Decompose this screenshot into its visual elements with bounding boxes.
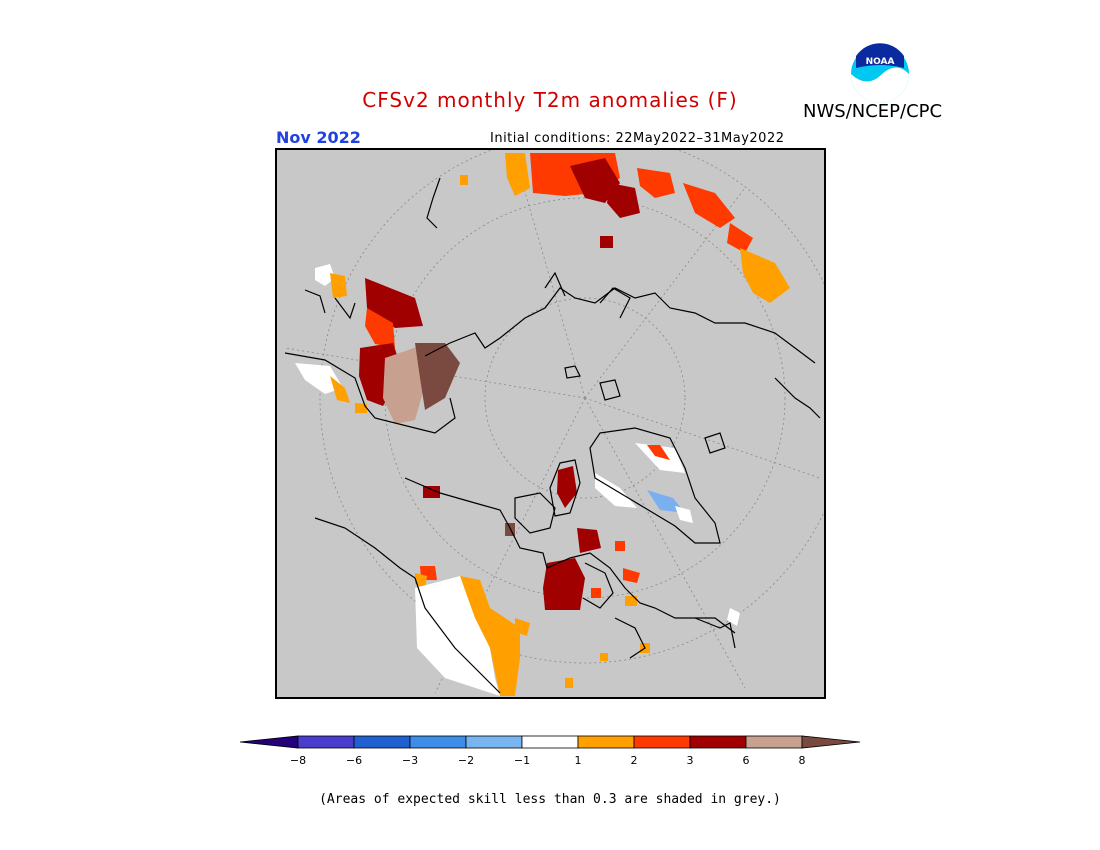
shade-redorange	[647, 445, 670, 460]
colorbar-tick-label: 6	[743, 754, 750, 767]
initial-conditions: Initial conditions: 22May2022–31May2022	[490, 131, 785, 146]
shade-white	[295, 363, 343, 394]
polar-anomaly-map	[275, 148, 826, 699]
shade-orange	[625, 596, 637, 606]
grey-mask-background	[275, 148, 826, 699]
colorbar-swatch	[745, 735, 803, 749]
shade-redorange	[591, 588, 601, 598]
logo-text: NOAA	[866, 57, 895, 67]
colorbar: −8 −6 −3 −2 −1 1 2 3 6 8	[239, 735, 861, 767]
colorbar-swatch	[409, 735, 467, 749]
shade-white	[727, 608, 740, 626]
colorbar-tick-label: −2	[458, 754, 474, 767]
colorbar-tick-label: −1	[514, 754, 530, 767]
shade-darkred	[557, 466, 577, 508]
shade-orange	[600, 653, 608, 661]
shade-darkred	[570, 158, 620, 203]
colorbar-tick-label: 2	[631, 754, 638, 767]
shade-orange	[330, 273, 347, 298]
shade-redorange	[365, 308, 395, 348]
colorbar-tick-label: 1	[575, 754, 582, 767]
map-frame	[275, 148, 826, 699]
shade-darkred	[600, 236, 613, 248]
colorbar-tick-label: 3	[687, 754, 694, 767]
shade-darkred	[607, 183, 640, 218]
anomaly-shading	[295, 153, 790, 696]
forecast-month: Nov 2022	[276, 128, 361, 147]
shade-redorange	[727, 223, 753, 253]
shade-white	[315, 264, 335, 286]
noaa-logo: NOAA	[849, 43, 911, 105]
colorbar-tick-label: 8	[799, 754, 806, 767]
colorbar-swatch	[353, 735, 411, 749]
shade-orange	[505, 153, 530, 196]
shade-orange	[565, 678, 573, 688]
shade-white	[675, 506, 693, 523]
shade-brown	[415, 343, 460, 410]
colorbar-swatches	[239, 735, 861, 749]
agency-label: NWS/NCEP/CPC	[803, 101, 943, 122]
shade-orange	[460, 175, 468, 185]
chart-title: CFSv2 monthly T2m anomalies (F)	[362, 88, 738, 112]
shade-orange	[355, 403, 367, 413]
colorbar-swatch	[577, 735, 635, 749]
shade-pink	[383, 346, 427, 424]
shade-orange	[740, 248, 790, 303]
colorbar-tick-label: −8	[290, 754, 306, 767]
colorbar-extend-low	[239, 735, 299, 749]
shade-darkred	[543, 558, 585, 610]
colorbar-tick-label: −3	[402, 754, 418, 767]
colorbar-extend-high	[801, 735, 861, 749]
colorbar-swatch	[465, 735, 523, 749]
shade-darkred	[577, 528, 601, 553]
shade-redorange	[615, 541, 625, 551]
shade-orange	[515, 618, 530, 636]
colorbar-swatch	[689, 735, 747, 749]
colorbar-swatch	[633, 735, 691, 749]
colorbar-tick-label: −6	[346, 754, 362, 767]
shade-orange	[415, 573, 427, 588]
skill-footnote: (Areas of expected skill less than 0.3 a…	[319, 792, 781, 807]
colorbar-swatch	[297, 735, 355, 749]
shade-redorange	[637, 168, 675, 198]
shade-white	[635, 443, 685, 473]
colorbar-labels: −8 −6 −3 −2 −1 1 2 3 6 8	[290, 754, 806, 767]
shade-darkred	[423, 486, 440, 498]
shade-redorange	[623, 568, 640, 583]
colorbar-swatch	[521, 735, 579, 749]
shade-redorange	[683, 183, 735, 228]
shade-orange	[460, 576, 520, 696]
shade-orange	[330, 376, 350, 403]
coastlines	[284, 177, 821, 694]
